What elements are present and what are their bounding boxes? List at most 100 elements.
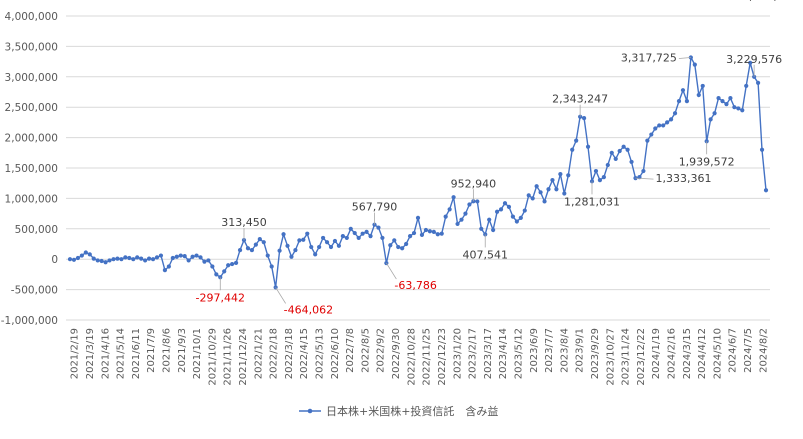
- legend: 日本株+米国株+投資信託 含み益: [299, 404, 498, 418]
- data-point: [281, 232, 286, 237]
- data-point: [601, 175, 606, 180]
- data-point: [407, 233, 413, 239]
- data-point: [672, 111, 678, 116]
- data-point: [475, 199, 480, 204]
- x-tick-label: 2022/1/21: [253, 328, 264, 379]
- data-point: [119, 257, 124, 262]
- data-point: [297, 238, 302, 243]
- x-tick-label: 2021/2/19: [70, 328, 81, 379]
- data-point: [313, 252, 318, 257]
- x-tick-label: 2021/8/6: [161, 328, 172, 373]
- annotation-leader: [275, 287, 286, 304]
- data-point: [736, 106, 741, 111]
- x-tick-label: 2024/5/10: [712, 328, 723, 379]
- data-point: [491, 227, 496, 233]
- data-label: 2,343,247: [552, 93, 608, 106]
- data-point: [328, 244, 334, 250]
- x-tick-label: 2024/7/5: [743, 328, 754, 373]
- x-tick-label: 2023/9/1: [575, 328, 586, 373]
- x-tick-label: 2023/9/29: [590, 328, 601, 379]
- x-tick-label: 2022/11/25: [422, 328, 433, 386]
- data-point: [210, 264, 215, 269]
- data-point: [83, 250, 88, 255]
- data-point: [364, 229, 369, 234]
- data-point: [317, 244, 322, 250]
- x-tick-label: 2021/7/9: [146, 328, 157, 373]
- x-tick-label: 2022/2/18: [269, 328, 280, 379]
- data-point: [570, 147, 575, 152]
- y-tick-label: 2,500,000: [5, 102, 58, 114]
- data-point: [245, 246, 251, 251]
- data-point: [463, 211, 468, 216]
- data-point: [657, 123, 662, 128]
- x-tick-label: 2022/4/15: [299, 328, 310, 379]
- data-point: [79, 253, 84, 258]
- data-point: [609, 150, 614, 155]
- data-point: [712, 111, 717, 116]
- x-tick-label: 2024/1/19: [651, 328, 662, 379]
- data-point: [340, 233, 345, 239]
- data-point: [439, 231, 444, 236]
- data-point: [720, 99, 725, 104]
- data-point: [680, 88, 686, 93]
- data-point: [249, 247, 255, 253]
- data-point: [289, 254, 294, 259]
- data-point: [732, 105, 737, 110]
- data-point: [324, 240, 330, 245]
- data-point: [593, 168, 599, 174]
- x-tick-label: 2022/9/2: [376, 328, 387, 373]
- data-point: [581, 116, 587, 121]
- x-tick-label: 2022/12/23: [437, 328, 448, 386]
- data-point: [162, 268, 168, 273]
- data-point: [554, 187, 559, 192]
- data-point: [261, 240, 266, 245]
- data-point: [574, 138, 579, 143]
- data-point: [534, 184, 539, 189]
- data-point: [562, 191, 567, 196]
- data-label: 1,134,659: [742, 0, 798, 3]
- data-point: [277, 248, 282, 253]
- data-point: [103, 260, 108, 265]
- data-point: [498, 207, 504, 212]
- data-point: [174, 254, 179, 259]
- y-tick-label: -1,000,000: [1, 315, 58, 327]
- x-tick-label: 2024/8/2: [758, 328, 769, 373]
- data-point: [494, 209, 500, 214]
- data-point: [668, 117, 674, 122]
- data-point: [411, 230, 417, 236]
- x-tick-label: 2021/4/16: [100, 328, 111, 379]
- x-tick-label: 2024/2/16: [667, 328, 678, 379]
- data-label: -297,442: [196, 291, 245, 304]
- data-point: [206, 258, 211, 263]
- x-tick-label: 2023/3/17: [483, 328, 494, 379]
- x-tick-label: 2023/8/4: [559, 328, 570, 373]
- x-axis-ticks: 2021/2/19 2021/3/19 2021/4/16 2021/5/14 2021…: [70, 328, 770, 386]
- data-point: [759, 147, 765, 152]
- data-point: [435, 232, 440, 237]
- data-point: [404, 241, 409, 247]
- data-point: [665, 120, 670, 125]
- data-point: [451, 195, 456, 200]
- data-label: 1,333,361: [656, 172, 712, 185]
- x-tick-label: 2023/5/12: [513, 328, 524, 379]
- data-label: 3,229,576: [726, 53, 782, 66]
- data-point: [724, 102, 729, 107]
- data-point: [400, 246, 405, 251]
- data-point: [178, 253, 183, 258]
- data-point: [75, 255, 81, 261]
- data-point: [99, 258, 104, 264]
- x-tick-label: 2023/10/27: [605, 328, 616, 386]
- data-point: [566, 173, 571, 178]
- data-point: [676, 99, 682, 104]
- data-point: [293, 247, 298, 253]
- data-point: [198, 255, 203, 260]
- y-tick-label: 0: [51, 254, 58, 266]
- data-point: [613, 156, 618, 161]
- x-tick-label: 2021/11/26: [223, 328, 234, 386]
- y-tick-label: 500,000: [15, 224, 58, 236]
- x-tick-label: 2022/3/18: [284, 328, 295, 379]
- y-tick-label: 3,000,000: [5, 72, 58, 84]
- data-point: [356, 235, 361, 241]
- y-tick-label: 3,500,000: [5, 41, 58, 53]
